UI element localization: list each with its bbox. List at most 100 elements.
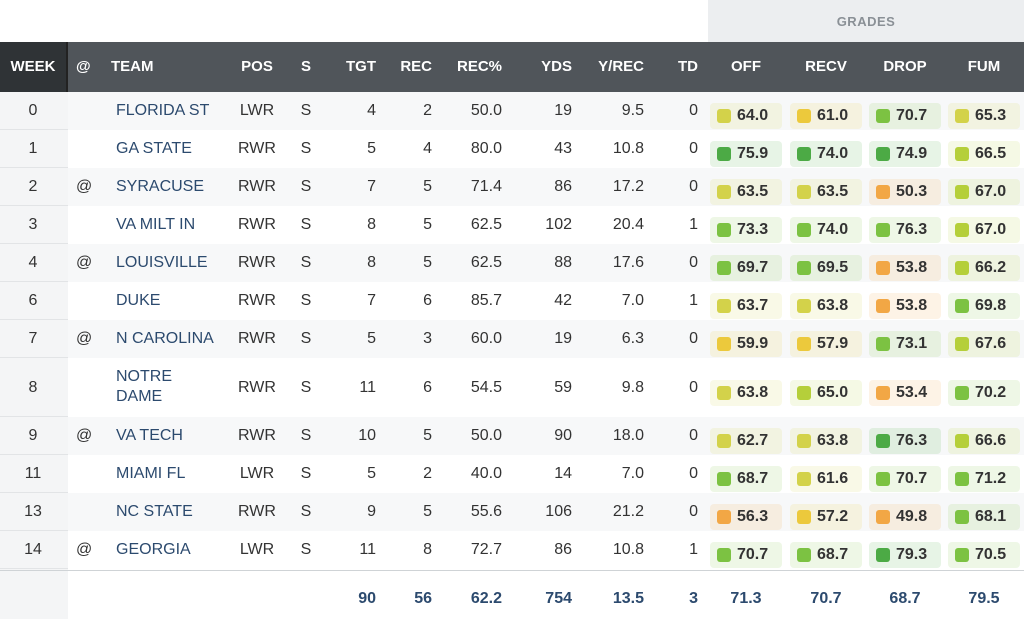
table-row: 4 @ LOUISVILLE RWR S 8 5 62.5 88 17.6 0 69.7 69.5 53.…: [0, 244, 1024, 282]
grade-fum: 66.5: [948, 141, 1020, 167]
grade-value: 57.2: [817, 508, 849, 525]
col-header-fum[interactable]: FUM: [967, 58, 1001, 75]
team-link[interactable]: N CAROLINA: [116, 330, 214, 347]
col-header-recv[interactable]: RECV: [805, 58, 847, 75]
col-header-off[interactable]: OFF: [731, 58, 761, 75]
col-header-s[interactable]: S: [300, 58, 311, 75]
total-tgt: 90: [358, 590, 376, 607]
grade-fum: 67.0: [948, 179, 1020, 205]
grade-value: 61.6: [817, 470, 849, 487]
grade-color-swatch: [876, 510, 890, 524]
y-rec-cell: 17.2: [612, 178, 644, 195]
row-stripe: [68, 244, 1024, 282]
week-separator: [0, 129, 68, 130]
team-link[interactable]: VA MILT IN: [116, 216, 196, 233]
grade-drop: 79.3: [869, 542, 941, 568]
col-header-td[interactable]: TD: [678, 58, 698, 75]
team-link[interactable]: NOTRE DAME: [116, 368, 172, 405]
team-link[interactable]: GEORGIA: [116, 541, 191, 558]
team-link[interactable]: SYRACUSE: [116, 178, 205, 195]
team-link[interactable]: DUKE: [116, 292, 161, 309]
grade-color-swatch: [797, 223, 811, 237]
td-cell: 0: [689, 379, 698, 396]
rec-cell: 2: [423, 465, 432, 482]
grade-color-swatch: [876, 299, 890, 313]
week-cell: 4: [28, 254, 38, 271]
col-header-tgt[interactable]: TGT: [346, 58, 376, 75]
tgt-cell: 11: [359, 541, 376, 558]
col-header-drop[interactable]: DROP: [883, 58, 927, 75]
grade-value: 57.9: [817, 335, 849, 352]
col-header-yds[interactable]: YDS: [541, 58, 572, 75]
grade-color-swatch: [955, 147, 969, 161]
col-header-at[interactable]: @: [76, 58, 91, 75]
grade-color-swatch: [717, 185, 731, 199]
rec-cell: 5: [423, 503, 432, 520]
td-cell: 0: [689, 140, 698, 157]
col-header-pos[interactable]: POS: [241, 58, 273, 75]
y-rec-cell: 17.6: [612, 254, 644, 271]
grade-value: 64.0: [737, 107, 769, 124]
grade-value: 68.7: [817, 546, 849, 563]
yds-cell: 59: [554, 379, 572, 396]
td-cell: 0: [689, 330, 698, 347]
week-cell: 13: [24, 503, 42, 520]
pos-cell: RWR: [238, 292, 276, 309]
pos-cell: RWR: [238, 379, 276, 396]
tgt-cell: 10: [358, 427, 376, 444]
grade-value: 63.5: [737, 183, 769, 200]
grade-value: 59.9: [737, 335, 769, 352]
grade-fum: 69.8: [948, 293, 1020, 319]
week-separator: [0, 281, 68, 282]
rec-pct-cell: 50.0: [470, 102, 502, 119]
grade-value: 76.3: [896, 221, 928, 238]
grade-recv: 65.0: [790, 379, 862, 406]
team-link[interactable]: LOUISVILLE: [116, 254, 208, 271]
grade-drop: 73.1: [869, 331, 941, 357]
team-link[interactable]: NC STATE: [116, 503, 193, 520]
pos-cell: RWR: [238, 140, 276, 157]
grade-recv: 74.0: [790, 217, 862, 243]
team-link[interactable]: FLORIDA ST: [116, 102, 210, 119]
grade-value: 67.6: [975, 335, 1007, 352]
col-header-team[interactable]: TEAM: [111, 58, 154, 75]
grade-off: 63.8: [710, 379, 782, 406]
grade-off: 75.9: [710, 141, 782, 167]
grade-color-swatch: [717, 261, 731, 275]
rec-cell: 3: [423, 330, 432, 347]
s-cell: S: [300, 140, 312, 157]
yds-cell: 14: [554, 465, 572, 482]
table-row: 0 FLORIDA ST LWR S 4 2 50.0 19 9.5 0 64.0 61.0 70.7 6…: [0, 92, 1024, 130]
week-separator: [0, 492, 68, 493]
grade-value: 76.3: [896, 432, 928, 449]
team-link[interactable]: MIAMI FL: [116, 465, 186, 482]
grade-color-swatch: [717, 223, 731, 237]
rec-cell: 5: [423, 216, 432, 233]
team-link[interactable]: VA TECH: [116, 427, 183, 444]
team-link[interactable]: GA STATE: [116, 140, 192, 157]
grade-value: 79.3: [896, 546, 928, 563]
grade-value: 73.3: [737, 221, 769, 238]
table-row: 8 NOTRE DAME RWR S 11 6 54.5 59 9.8 0 63.8 65.0 53.4…: [0, 358, 1024, 417]
col-header-rec-pct[interactable]: REC%: [456, 58, 502, 75]
grade-value: 50.3: [896, 183, 928, 200]
grade-color-swatch: [797, 385, 811, 400]
grade-fum: 67.6: [948, 331, 1020, 357]
week-separator: [0, 357, 68, 358]
grade-value: 66.2: [975, 259, 1007, 276]
grade-recv: 63.5: [790, 179, 862, 205]
tgt-cell: 8: [367, 254, 376, 271]
grade-value: 74.0: [817, 221, 849, 238]
col-header-week[interactable]: WEEK: [10, 58, 56, 75]
grade-recv: 68.7: [790, 542, 862, 568]
week-cell: 11: [24, 465, 42, 482]
table-row: 13 NC STATE RWR S 9 5 55.6 106 21.2 0 56.3 57.2 49.8…: [0, 493, 1024, 531]
col-header-rec[interactable]: REC: [400, 58, 432, 75]
grade-color-swatch: [876, 385, 890, 400]
y-rec-cell: 10.8: [612, 541, 644, 558]
col-header-y-rec[interactable]: Y/REC: [598, 58, 644, 75]
y-rec-cell: 6.3: [621, 330, 644, 347]
pos-cell: RWR: [238, 216, 276, 233]
pos-cell: LWR: [239, 541, 275, 558]
grade-color-swatch: [797, 472, 811, 486]
